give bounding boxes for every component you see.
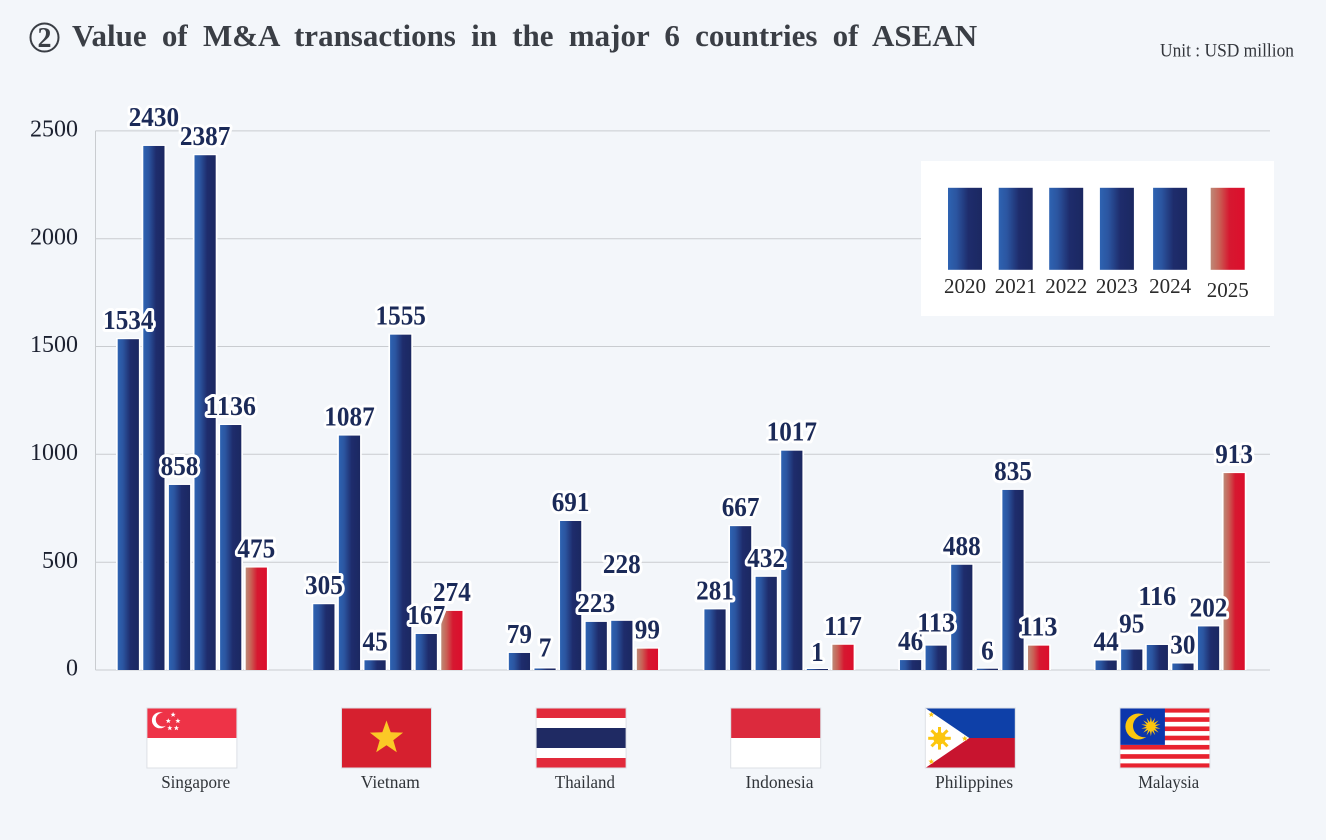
svg-text:2020: 2020 (944, 274, 986, 298)
svg-text:Value of M&A transactions in t: Value of M&A transactions in the major 6… (72, 18, 977, 53)
svg-text:1000: 1000 (30, 440, 78, 466)
svg-text:Philippines: Philippines (935, 772, 1013, 792)
svg-text:2023: 2023 (1096, 274, 1138, 298)
svg-text:202: 202 (1190, 592, 1228, 622)
svg-text:488: 488 (943, 531, 981, 561)
svg-text:2025: 2025 (1207, 278, 1249, 302)
svg-text:281: 281 (696, 575, 734, 605)
svg-text:500: 500 (42, 548, 78, 574)
svg-text:432: 432 (747, 543, 785, 573)
svg-text:1136: 1136 (206, 391, 256, 421)
svg-text:2021: 2021 (995, 274, 1037, 298)
svg-text:1017: 1017 (767, 417, 817, 447)
svg-text:0: 0 (66, 656, 78, 682)
svg-text:Singapore: Singapore (161, 772, 230, 792)
svg-text:95: 95 (1119, 609, 1144, 639)
svg-text:116: 116 (1138, 581, 1176, 611)
svg-text:Malaysia: Malaysia (1138, 772, 1199, 792)
svg-text:667: 667 (722, 492, 760, 522)
svg-text:6: 6 (981, 636, 994, 666)
svg-text:Vietnam: Vietnam (361, 772, 420, 792)
svg-text:2: 2 (38, 23, 52, 54)
svg-text:475: 475 (237, 534, 275, 564)
svg-text:305: 305 (305, 570, 343, 600)
svg-text:Indonesia: Indonesia (746, 772, 814, 792)
svg-text:1534: 1534 (103, 305, 153, 335)
svg-text:2000: 2000 (30, 224, 78, 250)
svg-text:858: 858 (161, 451, 199, 481)
svg-text:223: 223 (577, 588, 615, 618)
svg-text:Unit : USD million: Unit : USD million (1160, 41, 1294, 62)
svg-text:2022: 2022 (1045, 274, 1087, 298)
svg-text:113: 113 (917, 608, 955, 638)
svg-text:99: 99 (635, 615, 660, 645)
svg-text:113: 113 (1020, 612, 1058, 642)
svg-text:79: 79 (507, 619, 532, 649)
svg-text:274: 274 (433, 577, 471, 607)
svg-text:45: 45 (363, 626, 388, 656)
svg-text:913: 913 (1215, 439, 1253, 469)
svg-text:228: 228 (603, 549, 641, 579)
svg-text:691: 691 (552, 487, 590, 517)
svg-text:1: 1 (811, 637, 824, 667)
svg-text:30: 30 (1170, 630, 1195, 660)
svg-text:1555: 1555 (376, 301, 426, 331)
svg-text:46: 46 (898, 626, 923, 656)
svg-text:167: 167 (407, 600, 445, 630)
svg-text:117: 117 (824, 611, 862, 641)
svg-text:2430: 2430 (129, 102, 179, 132)
svg-text:1087: 1087 (324, 402, 374, 432)
svg-text:835: 835 (994, 456, 1032, 486)
svg-text:1500: 1500 (30, 332, 78, 358)
svg-text:2500: 2500 (30, 117, 78, 143)
svg-text:Thailand: Thailand (555, 772, 615, 792)
svg-text:2387: 2387 (180, 121, 230, 151)
svg-text:7: 7 (539, 633, 552, 663)
svg-text:44: 44 (1094, 627, 1119, 657)
svg-text:2024: 2024 (1149, 274, 1192, 298)
